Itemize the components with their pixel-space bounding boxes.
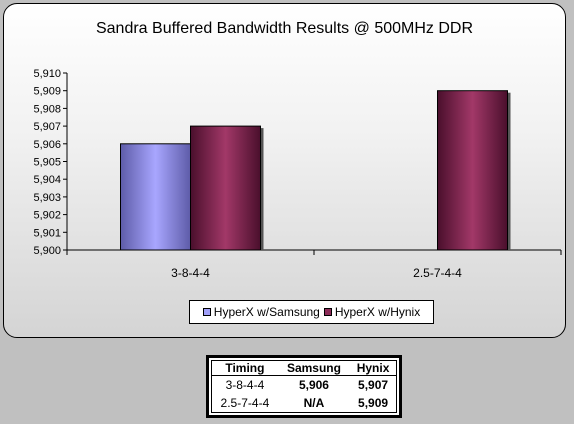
y-tick-label: 5,908 [33, 103, 61, 115]
legend-item-samsung: HyperX w/Samsung [202, 305, 320, 319]
bar-samsung [120, 143, 191, 251]
bar-hynix [437, 90, 508, 251]
bar-chart: 5,900 5,901 5,902 5,903 5,904 5,905 5,906 5,907… [33, 68, 562, 280]
legend-label-hynix: HyperX w/Hynix [334, 305, 421, 319]
table-cell-hynix: 5,907 [358, 378, 389, 392]
y-tick-label: 5,901 [33, 227, 61, 239]
table-header-hynix: Hynix [350, 360, 397, 376]
table-row: 2.5-7-4-4 N/A 5,909 [212, 394, 397, 413]
y-tick-label: 5,905 [33, 157, 61, 169]
y-tick-label: 5,909 [33, 86, 61, 98]
y-tick-label: 5,903 [33, 192, 61, 204]
table-cell-hynix: 5,909 [358, 396, 389, 410]
y-tick-label: 5,904 [33, 174, 61, 186]
table-cell-timing: 2.5-7-4-4 [220, 396, 270, 410]
y-tick-label: 5,906 [33, 139, 61, 151]
x-tick-label: 3-8-4-4 [171, 266, 210, 280]
legend-item-hynix: HyperX w/Hynix [323, 305, 421, 319]
table-header-row: Timing Samsung Hynix [211, 360, 397, 376]
table-cell-samsung: N/A [303, 396, 325, 410]
y-tick-label: 5,907 [33, 121, 61, 133]
chart-panel: Sandra Buffered Bandwidth Results @ 500M… [3, 3, 566, 338]
y-tick-label: 5,900 [33, 245, 61, 257]
table-row: 3-8-4-4 5,906 5,907 [212, 376, 397, 395]
chart-title: Sandra Buffered Bandwidth Results @ 500M… [95, 20, 473, 37]
bar-hynix [190, 125, 261, 251]
table-header-timing: Timing [211, 360, 278, 376]
axes: 5,900 5,901 5,902 5,903 5,904 5,905 5,906 5,907… [33, 68, 562, 280]
table-cell-samsung: 5,906 [298, 378, 329, 392]
table-header-samsung: Samsung [277, 360, 351, 376]
results-table: Timing Samsung Hynix 3-8-4-4 5,906 5,907… [206, 355, 402, 418]
legend: HyperX w/Samsung HyperX w/Hynix [189, 300, 434, 324]
y-tick-label: 5,910 [33, 68, 61, 80]
legend-label-samsung: HyperX w/Samsung [213, 305, 320, 319]
table-cell-timing: 3-8-4-4 [225, 378, 265, 392]
y-tick-label: 5,902 [33, 210, 61, 222]
x-tick-label: 2.5-7-4-4 [413, 266, 462, 280]
legend-swatch-samsung [202, 308, 211, 316]
bars [120, 90, 511, 251]
legend-swatch-hynix [323, 308, 332, 316]
